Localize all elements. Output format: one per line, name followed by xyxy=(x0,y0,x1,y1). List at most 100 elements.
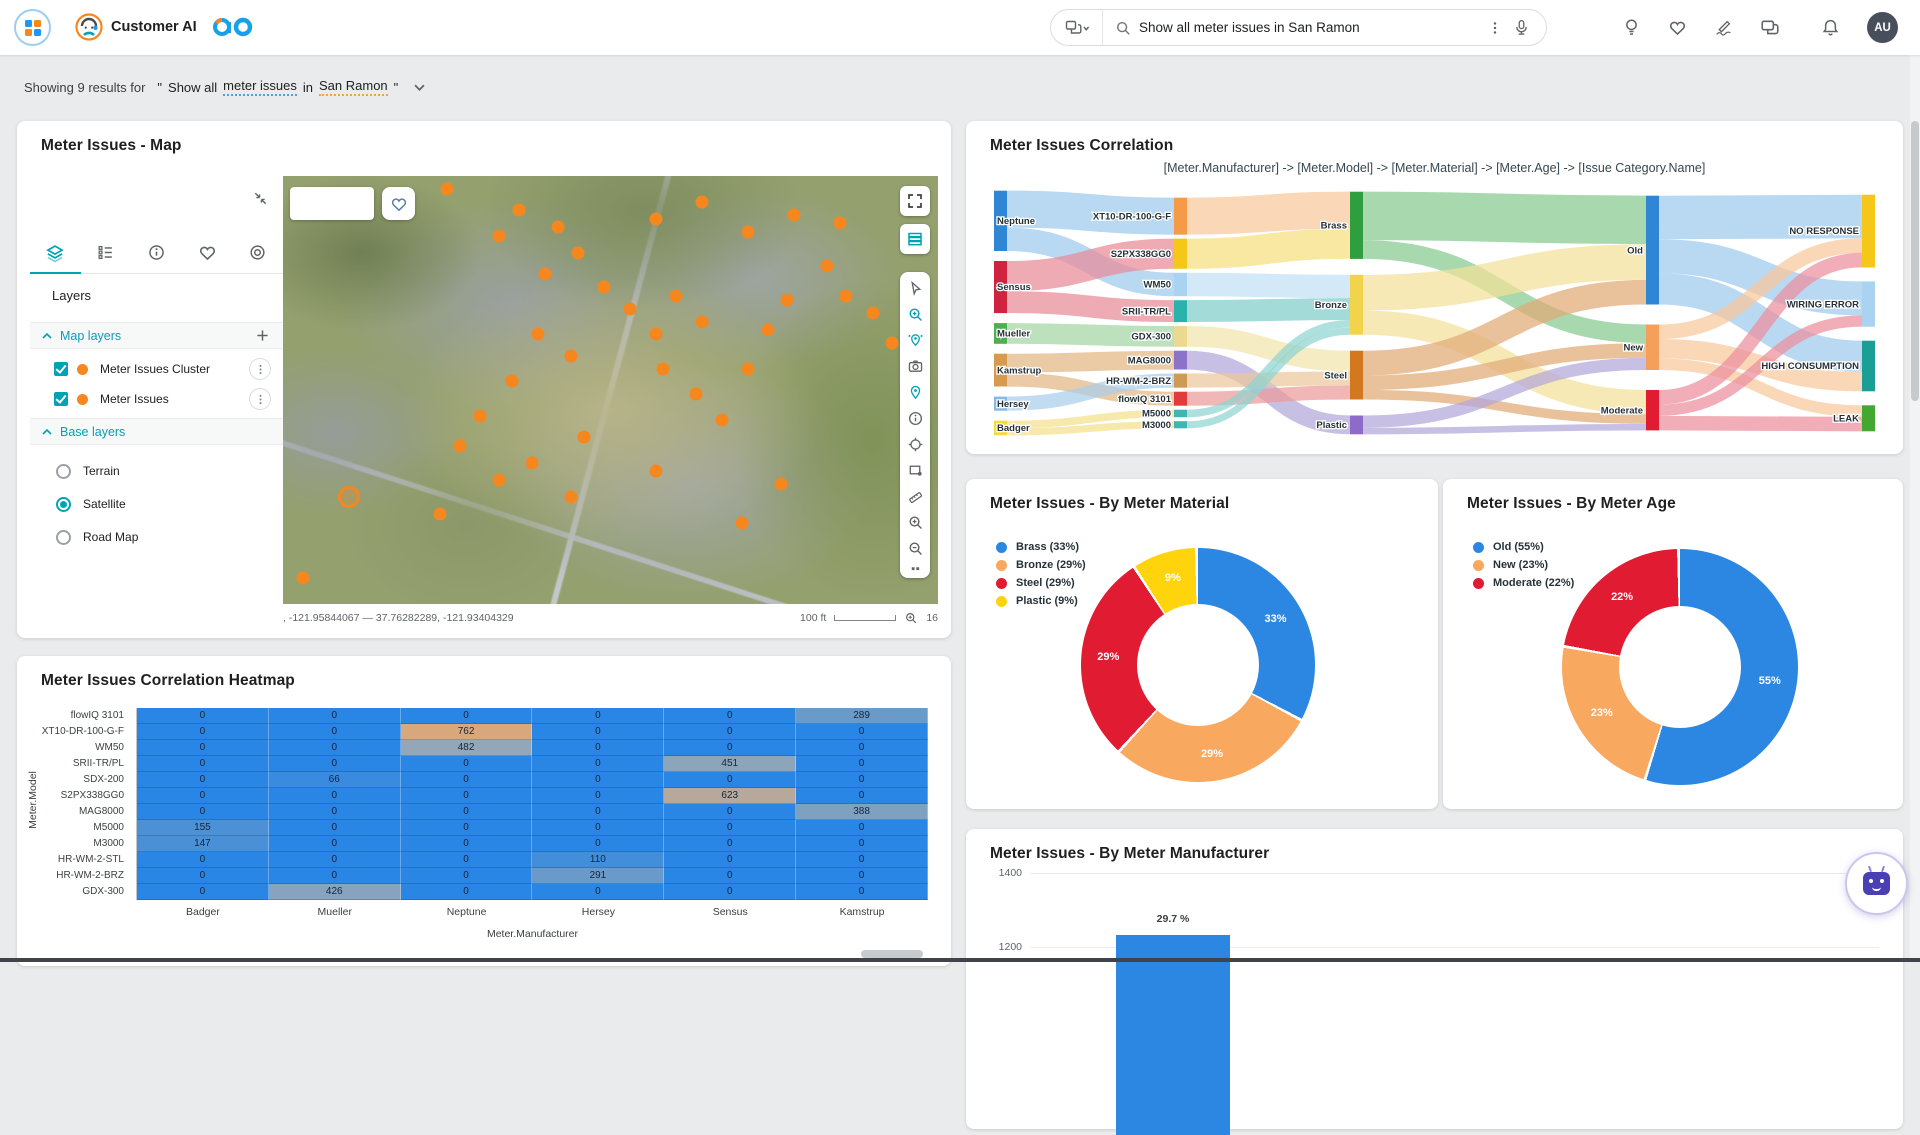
heatmap-cell[interactable]: 0 xyxy=(401,852,533,868)
heatmap-cell[interactable]: 0 xyxy=(796,868,928,884)
age-donut-chart[interactable]: 55%23%22% xyxy=(1562,549,1798,785)
query-highlight-location[interactable]: San Ramon xyxy=(319,78,388,96)
material-donut-chart[interactable]: 33%29%29%9% xyxy=(1081,548,1315,782)
sankey-link[interactable] xyxy=(1659,423,1862,424)
heatmap-cell[interactable]: 0 xyxy=(664,868,796,884)
meter-issue-marker[interactable] xyxy=(689,388,702,401)
heatmap-cell[interactable]: 0 xyxy=(796,884,928,900)
sankey-node[interactable] xyxy=(1174,392,1187,406)
center-tool-button[interactable] xyxy=(901,431,929,457)
heatmap-cell[interactable]: 451 xyxy=(664,756,796,772)
heatmap-cell[interactable]: 0 xyxy=(137,756,269,772)
heatmap-cell[interactable]: 0 xyxy=(137,804,269,820)
street-view-tool-button[interactable] xyxy=(901,327,929,353)
tab-favorites[interactable] xyxy=(182,232,233,273)
meter-issue-marker[interactable] xyxy=(866,306,879,319)
sankey-link[interactable] xyxy=(1363,427,1646,431)
sankey-node[interactable] xyxy=(1174,351,1187,370)
layer-checkbox[interactable] xyxy=(54,362,68,376)
heatmap-cell[interactable]: 0 xyxy=(269,868,401,884)
heatmap-cell[interactable]: 147 xyxy=(137,836,269,852)
legend-item[interactable]: Brass (33%) xyxy=(996,541,1086,553)
heatmap-cell[interactable]: 0 xyxy=(401,772,533,788)
heatmap-cell[interactable]: 0 xyxy=(532,820,664,836)
sankey-node[interactable] xyxy=(1174,374,1187,388)
heatmap-cell[interactable]: 388 xyxy=(796,804,928,820)
heatmap-cell[interactable]: 0 xyxy=(664,852,796,868)
legend-item[interactable]: Steel (29%) xyxy=(996,577,1086,589)
heatmap-cell[interactable]: 0 xyxy=(401,708,533,724)
annotate-button[interactable] xyxy=(1714,18,1733,37)
meter-issue-marker[interactable] xyxy=(735,516,748,529)
meter-issue-marker[interactable] xyxy=(670,289,683,302)
heatmap-cell[interactable]: 291 xyxy=(532,868,664,884)
heatmap-cell[interactable]: 66 xyxy=(269,772,401,788)
meter-issue-marker[interactable] xyxy=(578,431,591,444)
favorites-button[interactable] xyxy=(1668,18,1687,37)
app-launcher-button[interactable] xyxy=(14,9,51,46)
zoom-select-tool-button[interactable] xyxy=(901,301,929,327)
meter-issue-marker[interactable] xyxy=(840,289,853,302)
query-highlight-entity[interactable]: meter issues xyxy=(223,78,297,96)
scrollbar-thumb[interactable] xyxy=(1911,121,1919,401)
legend-item[interactable]: Bronze (29%) xyxy=(996,559,1086,571)
heatmap-cell[interactable]: 0 xyxy=(796,820,928,836)
heatmap-cell[interactable]: 0 xyxy=(401,868,533,884)
heatmap-cell[interactable]: 0 xyxy=(137,788,269,804)
meter-issue-marker[interactable] xyxy=(761,324,774,337)
sankey-link[interactable] xyxy=(1363,216,1646,220)
conversations-button[interactable] xyxy=(1760,18,1780,38)
toolbar-grip[interactable] xyxy=(901,561,929,575)
map-table-view-button[interactable] xyxy=(900,224,930,254)
heatmap-cell[interactable]: 482 xyxy=(401,740,533,756)
microphone-icon[interactable] xyxy=(1513,19,1530,36)
tab-layers[interactable] xyxy=(30,232,81,273)
notifications-button[interactable] xyxy=(1821,18,1840,37)
meter-issue-marker[interactable] xyxy=(820,259,833,272)
meter-issue-marker[interactable] xyxy=(440,182,453,195)
sankey-link[interactable] xyxy=(1187,393,1350,399)
heatmap-cell[interactable]: 0 xyxy=(664,820,796,836)
map-fullscreen-button[interactable] xyxy=(900,186,930,216)
meter-issue-marker[interactable] xyxy=(696,315,709,328)
sankey-node[interactable] xyxy=(1174,198,1187,235)
sankey-node[interactable] xyxy=(1174,239,1187,269)
search-bar[interactable]: Show all meter issues in San Ramon xyxy=(1050,9,1547,46)
user-avatar[interactable]: AU xyxy=(1867,12,1898,43)
heatmap-cell[interactable]: 0 xyxy=(796,756,928,772)
meter-issue-marker[interactable] xyxy=(715,413,728,426)
heatmap-cell[interactable]: 0 xyxy=(796,772,928,788)
sankey-node[interactable] xyxy=(1862,195,1875,268)
rectangle-select-tool-button[interactable] xyxy=(901,457,929,483)
add-layer-button[interactable] xyxy=(256,329,269,342)
zoom-in-button[interactable] xyxy=(901,509,929,535)
legend-item[interactable]: New (23%) xyxy=(1473,559,1574,571)
heatmap-cell[interactable]: 0 xyxy=(664,740,796,756)
insights-button[interactable] xyxy=(1622,18,1641,37)
heatmap-cell[interactable]: 0 xyxy=(269,724,401,740)
sankey-node[interactable] xyxy=(1862,405,1875,431)
tab-legend[interactable] xyxy=(81,232,132,273)
heatmap-cell[interactable]: 0 xyxy=(269,820,401,836)
sankey-node[interactable] xyxy=(1646,196,1659,305)
meter-issue-marker[interactable] xyxy=(742,225,755,238)
heatmap-cell[interactable]: 0 xyxy=(401,884,533,900)
heatmap-cell[interactable]: 0 xyxy=(532,708,664,724)
meter-issue-marker[interactable] xyxy=(493,473,506,486)
meter-issue-marker[interactable] xyxy=(650,465,663,478)
section-base-layers[interactable]: Base layers xyxy=(30,418,283,445)
map-search-box[interactable] xyxy=(290,187,374,220)
query-dropdown-icon[interactable] xyxy=(414,84,425,91)
meter-issue-marker[interactable] xyxy=(597,281,610,294)
meter-issue-marker[interactable] xyxy=(512,204,525,217)
heatmap-cell[interactable]: 0 xyxy=(532,740,664,756)
meter-issue-cluster-marker[interactable] xyxy=(338,486,360,508)
heatmap-cell[interactable]: 0 xyxy=(269,788,401,804)
measure-tool-button[interactable] xyxy=(901,483,929,509)
meter-issue-marker[interactable] xyxy=(296,572,309,585)
base-layer-terrain[interactable]: Terrain xyxy=(56,460,120,482)
heatmap-cell[interactable]: 0 xyxy=(269,852,401,868)
heatmap-cell[interactable]: 0 xyxy=(269,836,401,852)
chatbot-button[interactable] xyxy=(1845,852,1908,915)
sankey-node[interactable] xyxy=(1174,326,1187,347)
